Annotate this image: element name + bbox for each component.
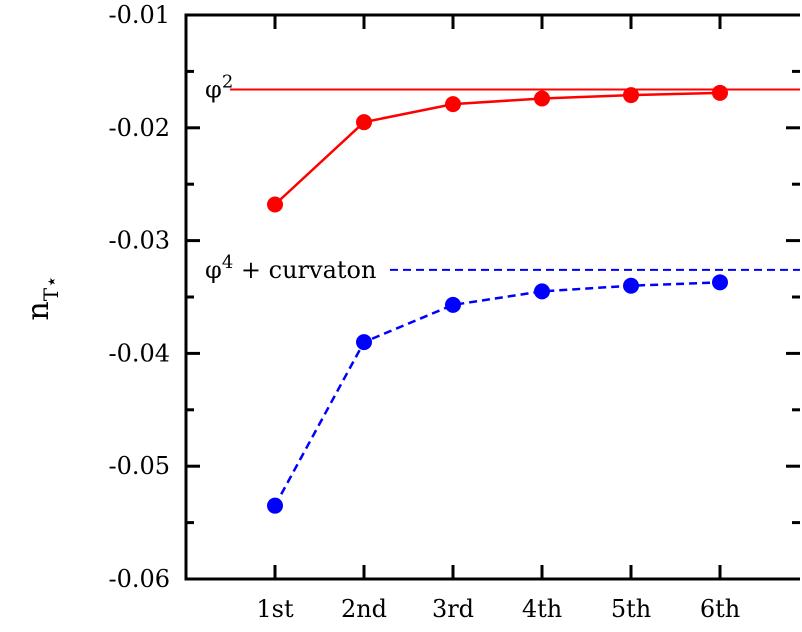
y-axis-label: nT⋆ [21,275,63,320]
series-2-point [267,497,283,514]
y-axis-ticks [186,13,800,581]
series-2-point [445,296,461,313]
x-tick-label: 3rd [432,595,474,623]
series-2-annotation: φ4 + curvaton [205,252,376,284]
series-1-point [267,196,283,213]
x-tick-label: 5th [611,595,651,623]
reference-lines [230,88,800,271]
x-tick-label: 2nd [341,595,387,623]
series-2-point [356,334,372,351]
x-tick-label: 6th [700,595,740,623]
series-1-point [445,96,461,113]
series-1-point [712,84,728,101]
x-tick-label: 4th [522,595,562,623]
y-tick-label: -0.06 [108,565,170,593]
series-1-point [356,114,372,131]
series-2-point [623,277,639,294]
data-series [267,84,728,514]
y-tick-label: -0.05 [108,452,170,480]
y-tick-label: -0.02 [108,114,170,142]
series-line-2 [273,281,721,507]
series-1-point [623,87,639,104]
series-2-point [534,283,550,300]
plot-frame [184,13,800,581]
y-tick-label: -0.03 [108,227,170,255]
series-2-point [712,274,728,291]
series-line-1 [274,91,721,206]
series-1-annotation: φ2 [205,71,233,103]
series-1-point [534,90,550,107]
annotations: φ2 φ4 + curvaton [205,71,376,283]
x-tick-label: 1st [256,595,294,623]
y-tick-label: -0.01 [108,1,170,29]
tick-labels: -0.06 -0.05 -0.04 -0.03 -0.02 -0.01 1st 2nd 3rd 4… [108,1,740,623]
y-tick-label: -0.04 [108,339,170,367]
